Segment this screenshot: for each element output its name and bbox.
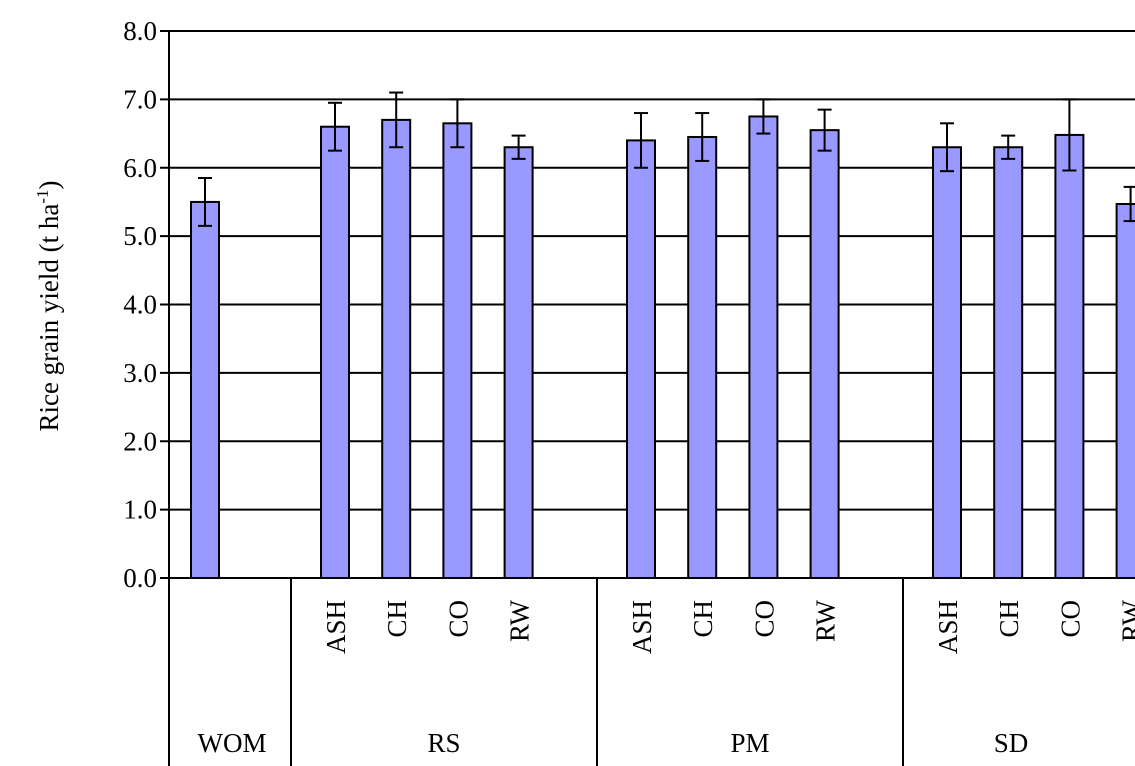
- y-tick-label: 1.0: [123, 495, 157, 525]
- bar: [932, 146, 962, 580]
- category-label: CH: [994, 600, 1024, 638]
- y-tick-label: 3.0: [123, 358, 157, 388]
- bar: [809, 129, 840, 580]
- y-tick-label: 7.0: [123, 84, 157, 114]
- category-label: CH: [688, 600, 718, 638]
- y-axis-title-superscript: -1: [33, 189, 52, 203]
- category-label: RW: [505, 599, 535, 642]
- group-label: PM: [730, 728, 769, 758]
- bar: [626, 139, 656, 579]
- group-label: WOM: [198, 728, 267, 758]
- bar: [503, 146, 534, 580]
- y-tick-label: 0.0: [123, 563, 157, 593]
- category-label: RW: [811, 599, 841, 642]
- y-tick-label: 6.0: [123, 153, 157, 183]
- category-label: ASH: [321, 600, 351, 654]
- category-label: CO: [749, 600, 779, 638]
- bar: [1115, 202, 1135, 580]
- category-label: CH: [382, 600, 412, 638]
- bars: [190, 91, 1135, 580]
- category-label: ASH: [933, 600, 963, 654]
- bar: [381, 118, 412, 579]
- bar: [442, 122, 473, 580]
- group-label: RS: [427, 728, 460, 758]
- axes: 0.0 1.0 2.0 3.0 4.0 5.0 6.0 7.0 8.0: [123, 16, 1135, 766]
- bar: [748, 115, 779, 579]
- bar: [687, 135, 718, 579]
- category-axis: WOM ASH CH CO RW RS ASH CH CO RW PM ASH CH CO RW SD: [198, 578, 1135, 766]
- category-label: RW: [1117, 599, 1135, 642]
- bar: [993, 146, 1024, 580]
- y-axis-title-main: Rice grain yield (t ha: [34, 204, 64, 432]
- y-axis-title: Rice grain yield (t ha-1): [33, 180, 64, 431]
- y-axis-title-close: ): [34, 180, 64, 189]
- y-tick-label: 2.0: [123, 426, 157, 456]
- category-label: CO: [443, 600, 473, 638]
- bar: [320, 125, 350, 579]
- group-label: SD: [994, 728, 1029, 758]
- y-tick-label: 8.0: [123, 16, 157, 46]
- bar: [190, 200, 220, 579]
- bar: [1054, 133, 1085, 579]
- category-label: ASH: [627, 600, 657, 654]
- y-tick-label: 4.0: [123, 290, 157, 320]
- y-tick-label: 5.0: [123, 221, 157, 251]
- category-label: CO: [1055, 600, 1085, 638]
